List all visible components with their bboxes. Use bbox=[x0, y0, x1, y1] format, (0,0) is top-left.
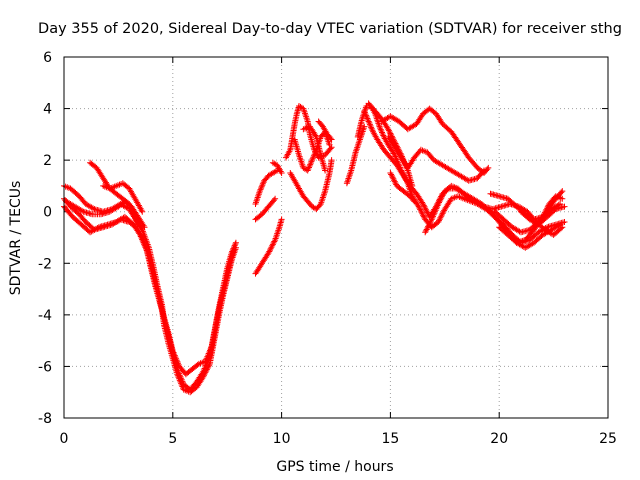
data-series-sthg bbox=[61, 100, 568, 396]
y-tick-label: -6 bbox=[38, 359, 52, 375]
series-track-15 bbox=[343, 123, 368, 187]
series-track-8 bbox=[252, 195, 279, 223]
y-tick-label: 0 bbox=[43, 205, 52, 221]
series-track-19 bbox=[378, 105, 492, 176]
x-tick-label: 25 bbox=[599, 431, 617, 447]
y-axis-label: SDTVAR / TECUs bbox=[8, 181, 24, 296]
series-track-1 bbox=[61, 195, 239, 396]
x-tick-label: 15 bbox=[381, 431, 399, 447]
x-tick-label: 10 bbox=[273, 431, 291, 447]
y-tick-label: 6 bbox=[43, 50, 52, 66]
series-track-26 bbox=[518, 203, 568, 228]
y-tick-label: -4 bbox=[38, 308, 52, 324]
x-axis-label: GPS time / hours bbox=[276, 459, 393, 475]
series-track-2 bbox=[61, 203, 237, 378]
x-tick-label: 0 bbox=[60, 431, 69, 447]
series-track-13 bbox=[300, 123, 329, 174]
series-track-21 bbox=[387, 170, 418, 205]
y-tick-label: 4 bbox=[43, 102, 52, 118]
series-track-4 bbox=[87, 159, 141, 228]
y-tick-label: -8 bbox=[38, 411, 52, 427]
series-track-14 bbox=[315, 118, 335, 143]
x-tick-label: 5 bbox=[168, 431, 177, 447]
series-track-5 bbox=[100, 180, 146, 215]
series-track-7 bbox=[252, 167, 281, 207]
chart-title: Day 355 of 2020, Sidereal Day-to-day VTE… bbox=[38, 21, 622, 37]
axis-ticks: 0 5 10 15 20 25 -8 -6 -4 -2 0 2 4 6 bbox=[38, 50, 617, 447]
x-tick-label: 20 bbox=[490, 431, 508, 447]
y-tick-label: -2 bbox=[38, 256, 52, 272]
series-track-11 bbox=[287, 157, 335, 213]
series-track-20 bbox=[385, 133, 487, 184]
plot-frame bbox=[63, 56, 609, 419]
series-track-6 bbox=[252, 216, 285, 277]
series-track-9 bbox=[269, 159, 285, 176]
y-tick-label: 2 bbox=[43, 153, 52, 169]
